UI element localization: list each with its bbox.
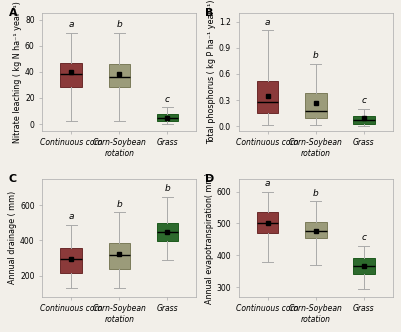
PathPatch shape	[109, 64, 130, 88]
PathPatch shape	[353, 259, 375, 274]
PathPatch shape	[257, 81, 278, 113]
PathPatch shape	[109, 243, 130, 269]
Y-axis label: Nitrate leaching ( kg N ha⁻¹ year⁻¹): Nitrate leaching ( kg N ha⁻¹ year⁻¹)	[13, 1, 22, 143]
Text: b: b	[116, 20, 122, 29]
PathPatch shape	[305, 93, 326, 118]
Text: c: c	[361, 233, 366, 242]
Text: b: b	[116, 200, 122, 209]
PathPatch shape	[353, 116, 375, 124]
PathPatch shape	[305, 222, 326, 238]
Text: a: a	[265, 18, 270, 27]
Y-axis label: Annual drainage ( mm): Annual drainage ( mm)	[8, 191, 17, 285]
PathPatch shape	[257, 212, 278, 233]
Text: D: D	[205, 174, 214, 184]
Text: a: a	[69, 20, 74, 29]
PathPatch shape	[61, 248, 82, 273]
Text: c: c	[165, 95, 170, 104]
Y-axis label: Annual evapotranspiration( mm): Annual evapotranspiration( mm)	[205, 172, 214, 303]
PathPatch shape	[61, 63, 82, 88]
Text: b: b	[313, 189, 318, 198]
Text: c: c	[361, 96, 366, 105]
Text: B: B	[205, 8, 213, 18]
Text: a: a	[265, 179, 270, 188]
Text: b: b	[313, 51, 318, 60]
Y-axis label: Total phosphorus ( kg P ha⁻¹ year⁻¹): Total phosphorus ( kg P ha⁻¹ year⁻¹)	[207, 0, 216, 144]
PathPatch shape	[157, 223, 178, 241]
Text: b: b	[164, 184, 170, 193]
Text: C: C	[8, 174, 16, 184]
Text: A: A	[8, 8, 17, 18]
Text: a: a	[69, 212, 74, 221]
PathPatch shape	[157, 114, 178, 122]
